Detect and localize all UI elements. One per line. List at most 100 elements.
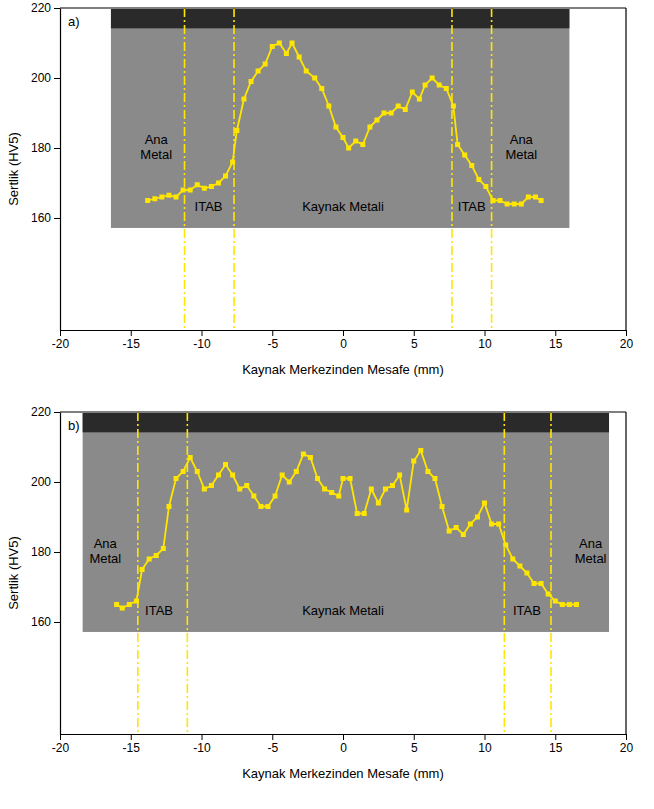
- tick: -10: [193, 734, 211, 755]
- data-point: [195, 469, 200, 474]
- tick-mark: [60, 330, 61, 336]
- data-point: [120, 606, 125, 611]
- data-point: [482, 501, 487, 506]
- data-point: [202, 487, 207, 492]
- data-point: [432, 476, 437, 481]
- tick-label: 200: [31, 475, 51, 489]
- tick-label: -15: [123, 741, 141, 755]
- data-point: [560, 602, 565, 607]
- tick-mark: [54, 412, 60, 413]
- region-label-line: Metal: [89, 551, 121, 566]
- tick-mark: [202, 734, 203, 740]
- data-point: [294, 469, 299, 474]
- data-point: [519, 202, 524, 207]
- data-point: [382, 111, 387, 116]
- tick-mark: [131, 734, 132, 740]
- region-label-line: ITAB: [513, 603, 541, 618]
- tick: 180: [31, 545, 60, 559]
- data-point: [397, 473, 402, 478]
- hardness-line: [117, 451, 577, 609]
- panel: AnaMetalITABKaynak MetaliITABAnaMetal-20…: [6, 1, 633, 377]
- tick-mark: [60, 734, 61, 740]
- data-point: [223, 174, 228, 179]
- data-point: [539, 581, 544, 586]
- tick: -5: [267, 734, 278, 755]
- y-axis-title: Sertlik (HV5): [6, 536, 21, 610]
- data-point: [188, 455, 193, 460]
- frame-top: [60, 411, 626, 412]
- tick-label: -10: [193, 337, 211, 351]
- data-point: [430, 76, 435, 81]
- data-point: [417, 97, 422, 102]
- data-point: [505, 202, 510, 207]
- tick: 0: [340, 330, 347, 351]
- tick-mark: [414, 734, 415, 740]
- tick: 200: [31, 475, 60, 489]
- axis-line: [60, 413, 61, 735]
- tick: 200: [31, 71, 60, 85]
- tick: 160: [31, 211, 60, 225]
- region-label-line: Ana: [94, 536, 118, 551]
- data-point: [315, 476, 320, 481]
- data-point: [410, 90, 415, 95]
- y-axis: 160180200220: [31, 1, 61, 330]
- tick-mark: [414, 330, 415, 336]
- data-point: [216, 473, 221, 478]
- data-point: [145, 198, 150, 203]
- data-point: [336, 494, 341, 499]
- region-label-line: Kaynak Metali: [302, 199, 384, 214]
- data-point: [418, 448, 423, 453]
- tick-mark: [54, 148, 60, 149]
- data-point: [423, 83, 428, 88]
- boundary-line: [491, 8, 493, 330]
- data-point: [447, 529, 452, 534]
- data-point: [216, 181, 221, 186]
- data-point: [389, 111, 394, 116]
- tick-label: -15: [123, 337, 141, 351]
- frame-right: [625, 8, 626, 330]
- data-point: [234, 128, 239, 133]
- data-point: [404, 508, 409, 513]
- data-point: [159, 195, 164, 200]
- panel-label: b): [68, 418, 80, 433]
- data-point: [355, 511, 360, 516]
- data-point: [376, 501, 381, 506]
- panel: AnaMetalITABKaynak MetaliITABAnaMetal-20…: [6, 405, 633, 781]
- data-point: [567, 602, 572, 607]
- x-axis-title: Kaynak Merkezinden Mesafe (mm): [242, 362, 444, 377]
- data-point: [512, 202, 517, 207]
- data-point: [140, 567, 145, 572]
- data-point: [348, 476, 353, 481]
- panel-label: a): [68, 14, 80, 29]
- data-point: [223, 462, 228, 467]
- region-label-line: ITAB: [195, 199, 223, 214]
- macro-photo-top: [111, 9, 569, 28]
- plot-marks: [114, 412, 579, 734]
- tick: 10: [478, 734, 492, 755]
- y-axis: 160180200220: [31, 405, 61, 734]
- data-point: [362, 511, 367, 516]
- data-point: [209, 483, 214, 488]
- data-point: [360, 142, 365, 147]
- boundary-line: [184, 8, 186, 330]
- data-point: [374, 118, 379, 123]
- data-point: [270, 44, 275, 49]
- x-axis: -20-15-10-505101520: [52, 734, 634, 755]
- tick-label: 0: [340, 337, 347, 351]
- tick-label: 180: [31, 545, 51, 559]
- tick-label: -5: [267, 741, 278, 755]
- tick-mark: [485, 330, 486, 336]
- data-point: [329, 490, 334, 495]
- data-point: [147, 557, 152, 562]
- tick: 5: [411, 330, 418, 351]
- tick: 10: [478, 330, 492, 351]
- tick-mark: [131, 330, 132, 336]
- data-point: [517, 564, 522, 569]
- tick-label: -5: [267, 337, 278, 351]
- data-point: [526, 195, 531, 200]
- data-point: [319, 86, 324, 91]
- data-point: [166, 504, 171, 509]
- data-point: [202, 186, 207, 191]
- tick-mark: [54, 8, 60, 9]
- data-point: [195, 182, 200, 187]
